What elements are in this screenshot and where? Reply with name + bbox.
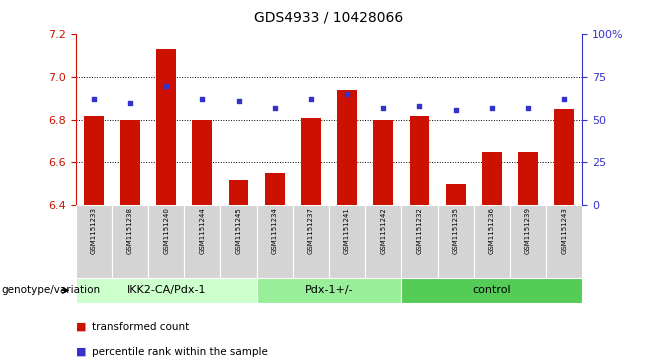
- Text: GSM1151236: GSM1151236: [489, 207, 495, 254]
- Bar: [192, 120, 213, 205]
- Point: [124, 100, 136, 106]
- Text: Pdx-1+/-: Pdx-1+/-: [305, 285, 353, 295]
- Text: GSM1151237: GSM1151237: [308, 207, 314, 254]
- Bar: [373, 120, 393, 205]
- Point: [559, 97, 570, 102]
- Text: GSM1151243: GSM1151243: [561, 207, 567, 254]
- Bar: [365, 205, 401, 278]
- Text: ■: ■: [76, 322, 86, 332]
- Bar: [156, 49, 176, 205]
- Bar: [438, 205, 474, 278]
- Point: [522, 105, 533, 111]
- Bar: [76, 278, 257, 303]
- Bar: [482, 152, 502, 205]
- Bar: [409, 115, 430, 205]
- Point: [305, 97, 316, 102]
- Text: ■: ■: [76, 347, 86, 357]
- Bar: [265, 173, 285, 205]
- Bar: [546, 205, 582, 278]
- Point: [486, 105, 497, 111]
- Text: GSM1151242: GSM1151242: [380, 207, 386, 254]
- Bar: [76, 205, 112, 278]
- Bar: [293, 205, 329, 278]
- Bar: [257, 278, 401, 303]
- Bar: [554, 109, 574, 205]
- Text: GSM1151244: GSM1151244: [199, 207, 205, 254]
- Point: [378, 105, 388, 111]
- Bar: [445, 184, 466, 205]
- Text: control: control: [472, 285, 511, 295]
- Bar: [120, 120, 140, 205]
- Text: genotype/variation: genotype/variation: [1, 285, 101, 295]
- Point: [270, 105, 280, 111]
- Bar: [337, 90, 357, 205]
- Bar: [329, 205, 365, 278]
- Point: [415, 103, 425, 109]
- Text: GSM1151239: GSM1151239: [525, 207, 531, 254]
- Bar: [401, 205, 438, 278]
- Point: [88, 97, 99, 102]
- Bar: [148, 205, 184, 278]
- Text: GSM1151245: GSM1151245: [236, 207, 241, 254]
- Text: percentile rank within the sample: percentile rank within the sample: [92, 347, 268, 357]
- Bar: [474, 205, 510, 278]
- Text: GDS4933 / 10428066: GDS4933 / 10428066: [255, 11, 403, 25]
- Point: [450, 107, 461, 113]
- Point: [197, 97, 207, 102]
- Bar: [112, 205, 148, 278]
- Text: GSM1151232: GSM1151232: [417, 207, 422, 254]
- Text: GSM1151240: GSM1151240: [163, 207, 169, 254]
- Text: GSM1151241: GSM1151241: [344, 207, 350, 254]
- Bar: [401, 278, 582, 303]
- Point: [233, 98, 243, 104]
- Point: [161, 83, 171, 89]
- Text: IKK2-CA/Pdx-1: IKK2-CA/Pdx-1: [126, 285, 206, 295]
- Bar: [184, 205, 220, 278]
- Bar: [257, 205, 293, 278]
- Bar: [220, 205, 257, 278]
- Text: GSM1151235: GSM1151235: [453, 207, 459, 254]
- Bar: [518, 152, 538, 205]
- Text: GSM1151238: GSM1151238: [127, 207, 133, 254]
- Text: GSM1151234: GSM1151234: [272, 207, 278, 254]
- Bar: [228, 180, 249, 205]
- Bar: [510, 205, 546, 278]
- Bar: [301, 118, 321, 205]
- Text: transformed count: transformed count: [92, 322, 190, 332]
- Point: [342, 91, 353, 97]
- Bar: [84, 115, 104, 205]
- Text: GSM1151233: GSM1151233: [91, 207, 97, 254]
